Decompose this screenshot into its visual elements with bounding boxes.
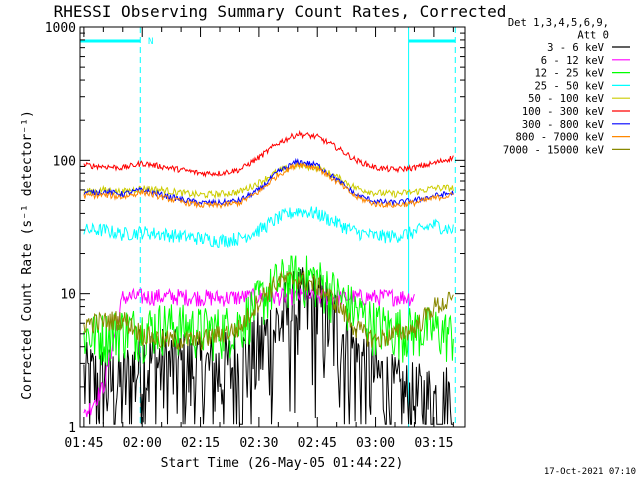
series-line: [83, 129, 454, 178]
legend-label: 25 - 50 keV: [534, 80, 604, 92]
y-tick-label: 10: [60, 288, 76, 303]
x-axis-label: Start Time (26-May-05 01:44:22): [161, 456, 404, 471]
x-tick-label: 03:15: [414, 436, 453, 451]
x-tick-label: 01:45: [64, 436, 103, 451]
y-axis: 1 10 100 1000: [45, 21, 465, 436]
series-line: [83, 206, 454, 249]
series-50-100-kev: [83, 160, 454, 200]
x-tick-label: 02:30: [239, 436, 278, 451]
legend-label: 7000 - 15000 keV: [503, 144, 605, 156]
x-axis: 01:45 02:00 02:15 02:30 02:45 03:00 03:15: [64, 27, 454, 451]
y-tick-label: 100: [53, 154, 76, 169]
x-tick-label: 02:00: [123, 436, 162, 451]
y-axis-label: Corrected Count Rate (s⁻¹ detector⁻¹): [20, 110, 35, 400]
legend-label: 100 - 300 keV: [522, 106, 605, 118]
series-6-12-kev: [83, 287, 415, 418]
series-3-6-kev: [83, 267, 454, 425]
series-line: [83, 270, 454, 351]
y-tick-label: 1: [68, 421, 76, 436]
legend-header: Att 0: [577, 30, 609, 42]
night-flag-label: N: [148, 37, 153, 47]
legend-label: 3 - 6 keV: [547, 42, 605, 54]
series-line: [83, 160, 454, 200]
x-tick-label: 03:00: [356, 436, 395, 451]
series-7000-15000-kev: [83, 270, 454, 351]
series-300-800-kev: [83, 157, 454, 207]
series-25-50-kev: [83, 206, 454, 249]
legend-label: 6 - 12 keV: [541, 55, 605, 67]
series-line: [83, 267, 454, 425]
x-tick-label: 02:15: [181, 436, 220, 451]
plot-area: N: [80, 27, 456, 427]
series-100-300-kev: [83, 129, 454, 178]
series-line: [83, 157, 454, 207]
footer-timestamp: 17-Oct-2021 07:10: [544, 467, 636, 477]
legend-label: 12 - 25 keV: [534, 68, 604, 80]
chart-title: RHESSI Observing Summary Count Rates, Co…: [54, 2, 507, 21]
series-line: [83, 161, 454, 210]
legend-label: 800 - 7000 keV: [515, 132, 604, 144]
y-tick-label: 1000: [45, 21, 76, 36]
series-line: [83, 287, 415, 418]
plot-frame: [79, 26, 466, 428]
series-800-7000-kev: [83, 161, 454, 210]
legend-label: 50 - 100 keV: [528, 93, 605, 105]
legend-label: 300 - 800 keV: [522, 119, 605, 131]
legend-header: Det 1,3,4,5,6,9,: [508, 17, 609, 29]
x-tick-label: 02:45: [298, 436, 337, 451]
